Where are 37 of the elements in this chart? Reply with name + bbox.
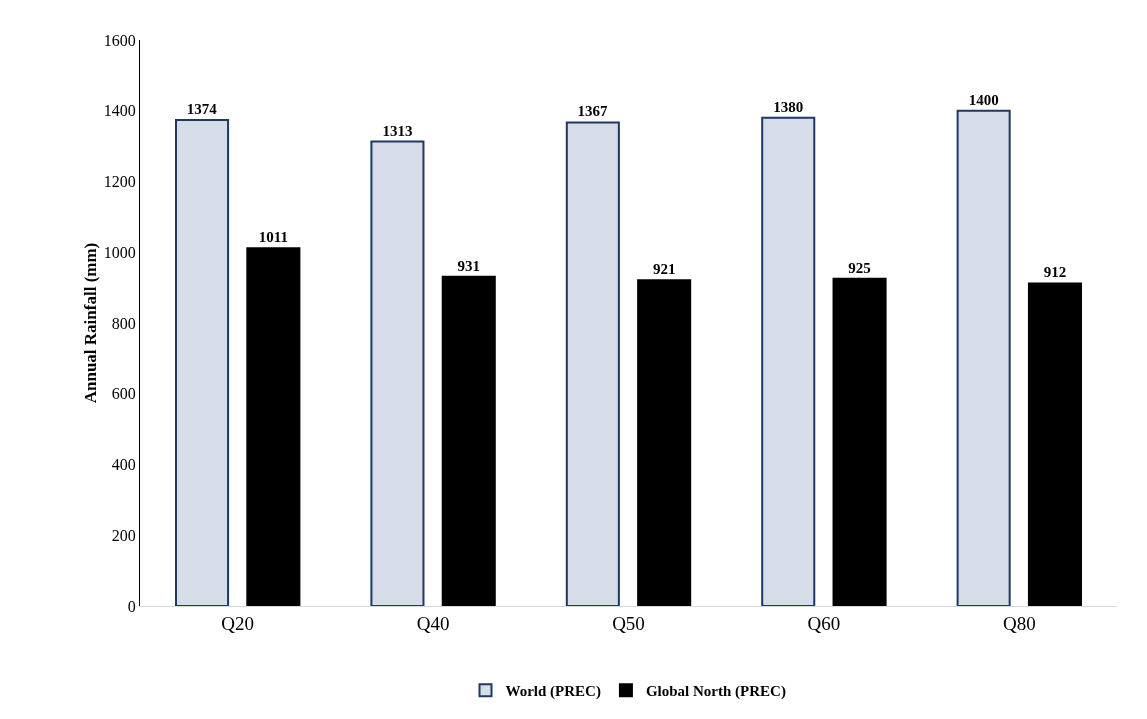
data-label: 925 <box>848 259 871 276</box>
data-label: 912 <box>1043 264 1067 281</box>
x-tick-label: Q50 <box>612 612 645 634</box>
y-tick-label: 400 <box>111 456 136 474</box>
y-axis-title: Annual Rainfall (mm) <box>81 242 100 404</box>
y-tick-label: 600 <box>111 385 136 403</box>
data-label: 921 <box>652 261 676 278</box>
legend-label: World (PREC) <box>505 683 601 701</box>
bar <box>832 277 887 606</box>
bar <box>1027 282 1082 606</box>
y-tick-label: 1000 <box>103 243 136 261</box>
y-tick-label: 1400 <box>103 102 136 120</box>
legend-label: Global North (PREC) <box>645 683 786 701</box>
x-tick-label: Q60 <box>807 612 841 634</box>
y-tick-label: 800 <box>111 314 136 332</box>
data-label: 1374 <box>186 100 218 117</box>
data-label: 1313 <box>382 122 413 139</box>
y-tick-label: 1600 <box>103 31 136 49</box>
x-tick-label: Q20 <box>221 612 255 634</box>
bar <box>175 118 230 606</box>
x-tick-label: Q40 <box>416 612 450 634</box>
data-label: 931 <box>457 257 481 274</box>
bar <box>441 275 496 606</box>
bar <box>637 279 692 606</box>
data-label: 1380 <box>773 98 804 115</box>
bar <box>761 116 816 606</box>
y-tick-label: 1200 <box>103 173 136 191</box>
y-tick-label: 200 <box>111 526 136 544</box>
y-tick-label: 0 <box>127 597 136 615</box>
bar <box>956 109 1011 606</box>
data-label: 1367 <box>577 103 609 120</box>
bar <box>246 247 301 606</box>
bar <box>565 121 620 606</box>
data-label: 1011 <box>258 229 288 246</box>
bar <box>370 140 425 606</box>
x-tick-label: Q80 <box>1002 612 1036 634</box>
data-label: 1400 <box>968 91 999 108</box>
